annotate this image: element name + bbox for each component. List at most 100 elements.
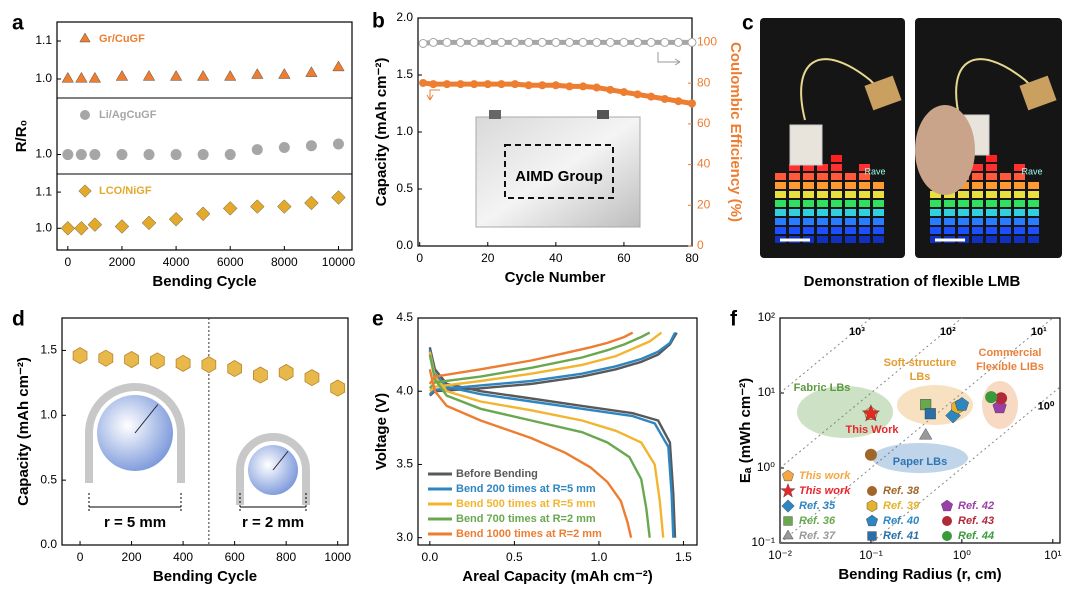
data-point	[496, 37, 506, 47]
data-point	[470, 80, 479, 89]
led	[873, 200, 884, 207]
data-point	[442, 80, 451, 89]
data-point	[87, 217, 103, 232]
y-tick-label: 1.1	[35, 33, 52, 47]
led	[873, 209, 884, 216]
data-point	[227, 360, 243, 378]
legend-label: Bend 700 times at R=2 mm	[456, 513, 596, 525]
led	[873, 182, 884, 189]
led	[831, 209, 842, 216]
data-point	[305, 66, 318, 77]
data-point	[224, 149, 236, 161]
led	[845, 200, 856, 207]
data-point	[278, 363, 294, 381]
x-tick-label: 0	[77, 550, 84, 564]
iso-line	[870, 386, 1060, 543]
led	[845, 173, 856, 180]
led	[930, 227, 941, 234]
y-axis-title: Capacity (mAh cm⁻²)	[373, 58, 390, 207]
data-point	[124, 351, 139, 369]
data-point	[483, 37, 493, 47]
panel-label: a	[12, 12, 24, 35]
led	[859, 236, 870, 243]
x-axis-title: Bending Cycle	[153, 568, 257, 585]
x-tick-label: 10⁰	[953, 548, 971, 562]
led	[859, 191, 870, 198]
data-point	[278, 141, 290, 153]
led	[873, 191, 884, 198]
iso-line	[780, 318, 872, 394]
data-point	[304, 369, 320, 387]
led	[845, 218, 856, 225]
legend-label: Ref. 36	[799, 515, 836, 527]
led	[1000, 218, 1011, 225]
led	[789, 173, 800, 180]
data-point	[98, 349, 114, 367]
region-label: Soft-structure	[884, 357, 957, 369]
data-point	[115, 70, 129, 81]
axis-arrow	[657, 52, 681, 66]
led	[789, 200, 800, 207]
series-line	[428, 331, 634, 538]
y2-tick-label: 20	[697, 197, 711, 211]
led	[958, 200, 969, 207]
data-point	[62, 149, 74, 161]
data-point	[524, 81, 533, 90]
x-axis-title: Areal Capacity (mAh cm⁻²)	[462, 568, 652, 585]
led	[845, 191, 856, 198]
y-axis-title: Voltage (V)	[373, 393, 390, 470]
panel-label: b	[372, 10, 385, 33]
led	[1028, 200, 1039, 207]
iso-line-label: 10⁰	[1038, 401, 1055, 413]
data-point	[456, 80, 465, 89]
legend-marker	[783, 516, 793, 526]
x-axis-title: Cycle Number	[505, 269, 606, 286]
led	[958, 182, 969, 189]
x-tick-label: 1.0	[591, 550, 608, 564]
axis-arrow	[426, 89, 440, 101]
led	[831, 164, 842, 171]
data-point	[469, 37, 479, 47]
led	[1014, 209, 1025, 216]
led	[817, 218, 828, 225]
y-axis-title: R/R₀	[13, 120, 30, 153]
hand	[915, 105, 975, 195]
led	[803, 227, 814, 234]
led	[1028, 182, 1039, 189]
data-point	[920, 399, 932, 411]
data-point	[619, 88, 628, 97]
data-point	[305, 140, 317, 152]
led	[1014, 236, 1025, 243]
led	[789, 209, 800, 216]
led	[958, 227, 969, 234]
led	[944, 227, 955, 234]
x-tick-label: 10⁻¹	[859, 548, 883, 562]
region	[797, 386, 893, 438]
x-tick-label: 6000	[217, 255, 244, 269]
led	[845, 227, 856, 234]
iso-line-label: 10¹	[1031, 326, 1047, 338]
led	[845, 236, 856, 243]
data-point	[332, 138, 344, 150]
data-point	[250, 199, 265, 214]
iso-line	[780, 318, 963, 469]
data-point	[924, 408, 936, 420]
iso-line-label: 10³	[849, 326, 865, 338]
legend-label: Ref. 40	[883, 515, 920, 527]
y-tick-label: 4.5	[396, 310, 413, 324]
led	[845, 182, 856, 189]
data-point	[114, 219, 130, 234]
x-tick-label: 8000	[271, 255, 298, 269]
led	[831, 173, 842, 180]
screen-label: Rave	[1021, 166, 1042, 176]
led	[775, 191, 786, 198]
data-point	[75, 149, 87, 161]
data-point	[89, 149, 101, 161]
data-point	[538, 81, 547, 90]
region-label: Flexible LIBs	[976, 361, 1044, 373]
led	[817, 182, 828, 189]
led	[986, 218, 997, 225]
led	[958, 191, 969, 198]
x-tick-label: 800	[276, 550, 296, 564]
legend-label: Ref. 37	[799, 530, 836, 542]
